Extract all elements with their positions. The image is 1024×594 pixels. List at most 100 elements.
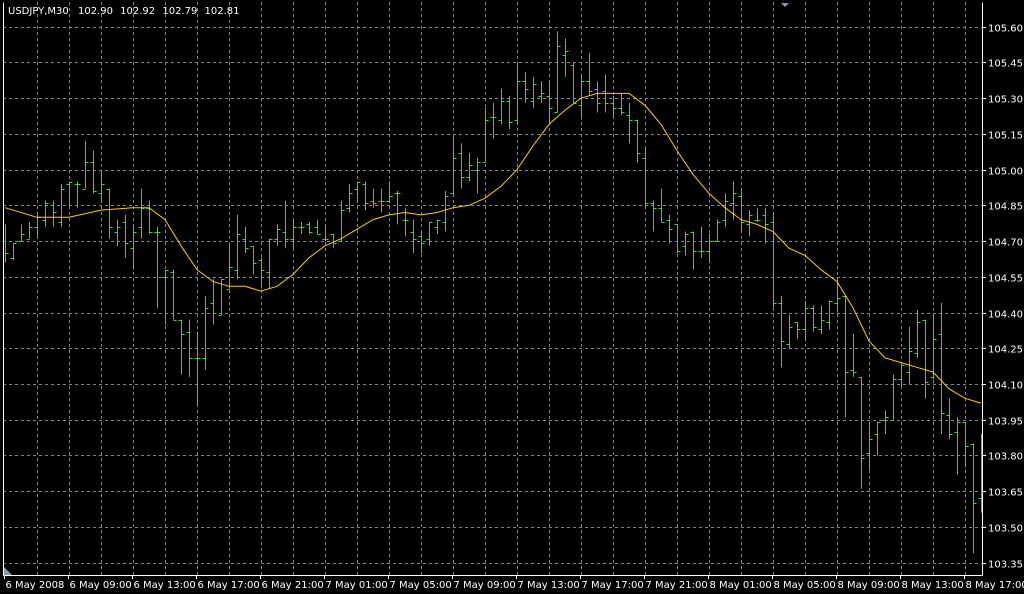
ohlc-bar bbox=[106, 188, 113, 239]
y-tick-label: 105.15 bbox=[988, 131, 1023, 142]
ohlc-bar bbox=[546, 81, 553, 125]
ohlc-bar bbox=[842, 295, 849, 418]
ohlc-bar bbox=[802, 300, 809, 342]
ohlc-bar bbox=[474, 157, 481, 194]
ohlc-bar bbox=[402, 207, 409, 237]
ohlc-bar bbox=[186, 319, 193, 377]
ohlc-bar bbox=[914, 310, 921, 358]
ohlc-bar bbox=[322, 224, 329, 242]
ohlc-bar bbox=[746, 210, 753, 237]
ohlc-bar bbox=[250, 245, 257, 275]
chart-shift-marker-icon bbox=[781, 3, 789, 7]
ohlc-bar bbox=[690, 231, 697, 270]
ohlc-bar bbox=[34, 212, 41, 237]
ohlc-bar bbox=[298, 222, 305, 234]
ohlc-bar bbox=[682, 231, 689, 256]
x-tick-label: 6 May 21:00 bbox=[262, 580, 324, 591]
symbol-label: USDJPY,M30 bbox=[8, 6, 69, 17]
ohlc-bar bbox=[570, 62, 577, 104]
ohlc-bar bbox=[258, 257, 265, 289]
ohlc-bar bbox=[394, 191, 401, 225]
y-tick-label: 104.40 bbox=[988, 310, 1023, 321]
grid bbox=[3, 2, 982, 575]
ohlc-bar bbox=[466, 152, 473, 182]
y-tick-label: 104.10 bbox=[988, 381, 1023, 392]
x-tick-label: 6 May 13:00 bbox=[134, 580, 196, 591]
ohlc-bar bbox=[354, 181, 361, 203]
ohlc-bars bbox=[2, 31, 985, 554]
low-value: 102.79 bbox=[162, 6, 197, 17]
x-tick-label: 8 May 13:00 bbox=[902, 580, 964, 591]
x-tick-label: 6 May 2008 bbox=[6, 580, 65, 591]
x-tick-label: 7 May 13:00 bbox=[518, 580, 580, 591]
ohlc-bar bbox=[162, 269, 169, 325]
ohlc-bar bbox=[818, 305, 825, 334]
ohlc-bar bbox=[626, 102, 633, 144]
ohlc-bar bbox=[706, 233, 713, 263]
ohlc-bar bbox=[514, 62, 521, 125]
ohlc-bar bbox=[834, 279, 841, 313]
ohlc-bar bbox=[722, 193, 729, 227]
ohlc-bar bbox=[170, 269, 177, 321]
ohlc-bar bbox=[138, 188, 145, 239]
ohlc-bar bbox=[18, 224, 25, 242]
moving-average-line bbox=[4, 92, 982, 404]
ohlc-bar bbox=[506, 95, 513, 130]
high-value: 102.92 bbox=[120, 6, 155, 17]
ohlc-bar bbox=[442, 191, 449, 232]
ohlc-bar bbox=[434, 219, 441, 234]
ohlc-bar bbox=[826, 300, 833, 330]
ohlc-bar bbox=[458, 143, 465, 189]
y-tick-label: 105.30 bbox=[988, 95, 1023, 106]
ohlc-bar bbox=[386, 181, 393, 203]
ohlc-bar bbox=[882, 410, 889, 435]
ohlc-bar bbox=[890, 374, 897, 421]
ohlc-bar bbox=[378, 188, 385, 213]
x-tick-label: 8 May 05:00 bbox=[774, 580, 836, 591]
x-tick-label: 7 May 21:00 bbox=[646, 580, 708, 591]
ohlc-bar bbox=[594, 81, 601, 113]
ohlc-bar bbox=[114, 219, 121, 246]
ohlc-bar bbox=[642, 148, 649, 208]
ohlc-bar bbox=[850, 333, 857, 377]
chart-header: USDJPY,M30 102.90 102.92 102.79 102.81 bbox=[8, 6, 240, 17]
ohlc-bar bbox=[810, 305, 817, 332]
ohlc-bar bbox=[290, 219, 297, 249]
ohlc-bar bbox=[82, 141, 89, 190]
ohlc-bar bbox=[930, 314, 937, 380]
ohlc-bar bbox=[338, 200, 345, 242]
ohlc-bar bbox=[650, 200, 657, 232]
ohlc-bar bbox=[410, 219, 417, 253]
ohlc-bar bbox=[122, 214, 129, 258]
ohlc-bar bbox=[426, 222, 433, 246]
ohlc-bar bbox=[330, 233, 337, 249]
ohlc-bar bbox=[282, 200, 289, 249]
ohlc-bar bbox=[906, 326, 913, 384]
ohlc-bar bbox=[738, 188, 745, 232]
y-tick-label: 103.35 bbox=[988, 560, 1023, 571]
ohlc-bar bbox=[26, 222, 33, 240]
ohlc-bar bbox=[578, 74, 585, 120]
ohlc-bar bbox=[730, 181, 737, 220]
y-tick-label: 103.50 bbox=[988, 524, 1023, 535]
ohlc-bar bbox=[90, 150, 97, 194]
ohlc-bar bbox=[498, 88, 505, 125]
ohlc-bar bbox=[482, 107, 489, 163]
open-value: 102.90 bbox=[78, 6, 113, 17]
ohlc-bar bbox=[786, 314, 793, 349]
ohlc-bar bbox=[954, 417, 961, 475]
y-tick-label: 104.70 bbox=[988, 238, 1023, 249]
ohlc-bar bbox=[58, 183, 65, 227]
ohlc-bar bbox=[314, 219, 321, 235]
ohlc-bar bbox=[202, 295, 209, 370]
ohlc-bar bbox=[66, 181, 73, 206]
ohlc-bar bbox=[42, 200, 49, 227]
ohlc-bar bbox=[898, 362, 905, 389]
y-tick-label: 104.55 bbox=[988, 274, 1023, 285]
ohlc-bar bbox=[970, 443, 977, 554]
ohlc-bar bbox=[130, 224, 137, 270]
y-tick-label: 105.45 bbox=[988, 59, 1023, 70]
ohlc-bar bbox=[418, 231, 425, 253]
ohlc-bar bbox=[874, 422, 881, 456]
